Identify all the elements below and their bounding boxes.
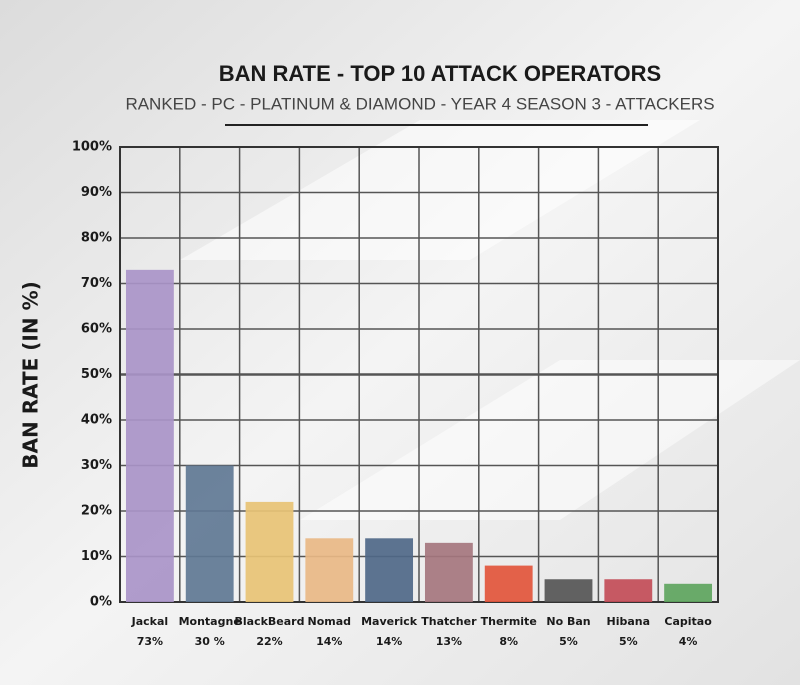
bar [245, 501, 294, 602]
y-tick-label: 50% [81, 367, 112, 382]
bar [484, 565, 533, 602]
x-tick-label: Maverick [361, 615, 418, 628]
y-axis-label: BAN RATE (IN %) [19, 281, 43, 468]
y-tick-label: 10% [81, 549, 112, 564]
decor [300, 360, 800, 520]
chart-subtitle: RANKED - PC - PLATINUM & DIAMOND - YEAR … [125, 94, 714, 113]
x-tick-label: Thermite [481, 615, 537, 628]
x-tick-label: Thatcher [421, 615, 477, 628]
y-tick-label: 40% [81, 413, 112, 428]
y-tick-label: 0% [90, 595, 112, 610]
value-label: 5% [559, 635, 578, 648]
x-tick-label: No Ban [546, 615, 590, 628]
bar [305, 538, 354, 602]
y-tick-label: 100% [72, 140, 112, 155]
bar [604, 579, 653, 602]
x-tick-label: Nomad [308, 615, 352, 628]
y-tick-label: 60% [81, 322, 112, 337]
bar [365, 538, 414, 602]
value-label: 5% [619, 635, 638, 648]
value-label: 14% [376, 635, 402, 648]
value-label: 22% [256, 635, 282, 648]
y-tick-label: 30% [81, 458, 112, 473]
value-label: 4% [679, 635, 698, 648]
x-tick-label: Hibana [607, 615, 651, 628]
chart-title: BAN RATE - TOP 10 ATTACK OPERATORS [219, 61, 661, 86]
x-tick-label: Jackal [131, 615, 169, 628]
value-label: 13% [436, 635, 462, 648]
y-tick-label: 90% [81, 185, 112, 200]
bar [125, 269, 174, 602]
bar [544, 579, 593, 602]
decor [180, 120, 700, 260]
plot-frame [119, 146, 719, 603]
y-tick-label: 70% [81, 276, 112, 291]
bar [185, 465, 234, 602]
value-label: 8% [499, 635, 518, 648]
x-tick-label: Montagne [179, 615, 241, 628]
bar [424, 542, 473, 602]
y-tick-label: 80% [81, 231, 112, 246]
x-tick-label: Capitao [664, 615, 712, 628]
value-label: 14% [316, 635, 342, 648]
value-label: 30 % [195, 635, 225, 648]
y-tick-label: 20% [81, 504, 112, 519]
value-label: 73% [137, 635, 163, 648]
x-tick-label: BlackBeard [235, 615, 305, 628]
bar [664, 583, 713, 602]
